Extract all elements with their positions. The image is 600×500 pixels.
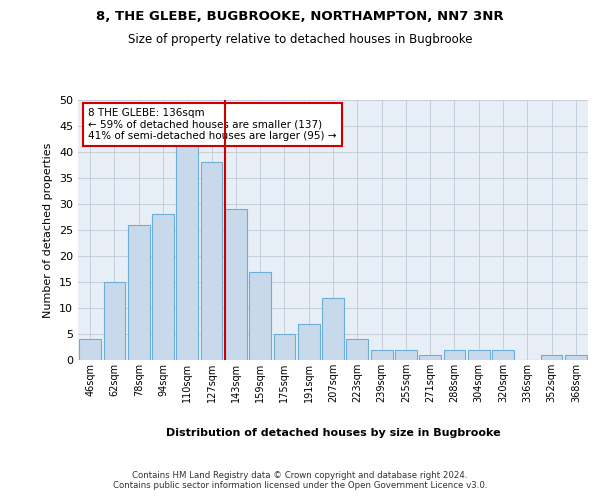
Bar [176,142,198,360]
Bar [443,350,466,360]
Bar [79,339,101,360]
Text: Contains HM Land Registry data © Crown copyright and database right 2024.
Contai: Contains HM Land Registry data © Crown c… [113,470,487,490]
Text: Distribution of detached houses by size in Bugbrooke: Distribution of detached houses by size … [166,428,500,438]
Bar [152,214,174,360]
Bar [298,324,320,360]
Bar [104,282,125,360]
Bar [249,272,271,360]
Text: 8 THE GLEBE: 136sqm
← 59% of detached houses are smaller (137)
41% of semi-detac: 8 THE GLEBE: 136sqm ← 59% of detached ho… [88,108,337,141]
Bar [419,355,441,360]
Text: Size of property relative to detached houses in Bugbrooke: Size of property relative to detached ho… [128,32,472,46]
Bar [225,209,247,360]
Bar [541,355,562,360]
Bar [565,355,587,360]
Bar [128,225,149,360]
Bar [322,298,344,360]
Bar [371,350,392,360]
Bar [492,350,514,360]
Bar [468,350,490,360]
Bar [200,162,223,360]
Text: 8, THE GLEBE, BUGBROOKE, NORTHAMPTON, NN7 3NR: 8, THE GLEBE, BUGBROOKE, NORTHAMPTON, NN… [96,10,504,23]
Bar [395,350,417,360]
Y-axis label: Number of detached properties: Number of detached properties [43,142,53,318]
Bar [346,339,368,360]
Bar [274,334,295,360]
